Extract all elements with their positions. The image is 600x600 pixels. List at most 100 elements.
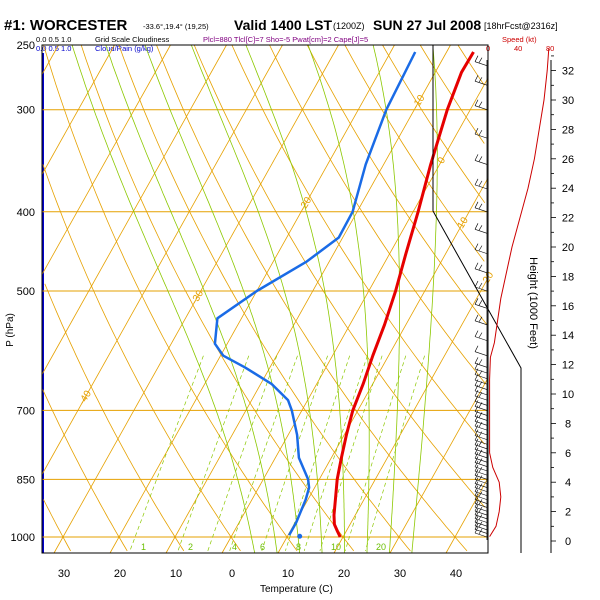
sounding-params: Plcl=880 Tlcl[C]=7 Sho=-5 Pwat[cm]=2 Cap… (203, 35, 368, 44)
mixing-ratio-label: 4 (232, 542, 237, 552)
wind-barb (474, 477, 488, 488)
dry-adiabat--20 (42, 389, 128, 552)
wind-barb (474, 345, 488, 356)
wind-barb (474, 456, 488, 467)
mixing-ratio-6 (261, 355, 328, 552)
moist-adiabat-26 (307, 44, 370, 553)
mixing-ratio-1 (129, 355, 204, 552)
wind-barb (474, 330, 488, 341)
dewpoint-profile (213, 51, 417, 536)
grid-cloud-label: Grid Scale Cloudiness (95, 35, 169, 44)
height-tick-label: 2 (565, 507, 571, 519)
dry-adiabat-20 (80, 44, 355, 552)
mixing-ratio-label: 2 (188, 542, 193, 552)
surface-dewpoint-marker (297, 533, 303, 539)
dry-adiabat-10 (43, 44, 298, 552)
height-tick-label: 0 (565, 536, 571, 548)
sounding-profiles (213, 51, 475, 539)
speed-label: Speed (kt) (502, 35, 537, 44)
wind-barb (474, 464, 488, 476)
wind-barb (474, 452, 488, 463)
wind-barb (474, 443, 488, 454)
height-tick-label: 28 (562, 124, 574, 136)
wind-barb (474, 469, 488, 480)
dry-adiabat-120 (457, 44, 485, 86)
wind-barb (474, 280, 488, 292)
height-tick-label: 22 (562, 213, 574, 225)
temperature-tick-label: 20 (114, 568, 126, 580)
pressure-tick-label: 700 (17, 405, 35, 417)
height-tick-label: 10 (562, 389, 574, 401)
temperature-tick-label: 30 (394, 568, 406, 580)
wind-barb (474, 127, 488, 139)
speed-tick-40: 40 (514, 44, 522, 53)
dry-adiabat-30 (118, 44, 411, 552)
wind-barb (474, 424, 488, 436)
dry-adiabat-80 (306, 44, 488, 326)
wind-barb (474, 154, 488, 165)
wind-barb (474, 223, 488, 234)
temperature-tick-label: 20 (338, 568, 350, 580)
dry-adiabat-70 (269, 44, 487, 385)
wind-speed-curve (489, 48, 550, 537)
wind-barb (474, 497, 488, 508)
mixing-ratio-label: 8 (296, 542, 301, 552)
pressure-tick-label: 300 (17, 105, 35, 117)
isotherm--40 (41, 44, 283, 475)
temperature-tick-label: 10 (282, 568, 294, 580)
wind-barb (474, 420, 488, 431)
forecast-info: [18hrFcst@2316z] (484, 21, 558, 31)
dry-adiabat-60 (231, 44, 485, 445)
pressure-tick-label: 850 (17, 474, 35, 486)
wind-barb (474, 485, 488, 496)
height-tick-label: 12 (562, 360, 574, 372)
isotherm-label: 0 (436, 155, 449, 166)
valid-time: Valid 1400 LST (234, 17, 332, 33)
wind-barb (474, 489, 488, 500)
wind-barb (474, 481, 488, 492)
mixing-ratio-3 (207, 355, 278, 552)
wind-barb (474, 438, 488, 450)
speed-tick-80: 80 (546, 44, 554, 53)
plot-frame (41, 44, 489, 554)
mixing-ratio-20 (364, 355, 425, 552)
wind-barb (474, 178, 488, 190)
temperature-tick-label: 40 (450, 568, 462, 580)
moist-adiabat-30 (372, 44, 401, 553)
zulu-time: (1200Z) (333, 21, 365, 31)
height-tick-label: 18 (562, 271, 574, 283)
mixing-ratio-16 (344, 355, 407, 552)
height-tick-label: 16 (562, 301, 574, 313)
isotherm--50 (41, 44, 227, 375)
isotherm--80 (41, 44, 59, 75)
wind-barb (474, 384, 488, 396)
wind-barb (474, 501, 488, 512)
dry-adiabat-40 (156, 44, 468, 552)
dry-adiabat-50 (193, 44, 486, 508)
station-coords: -33.6°,19.4° (19,25) (143, 22, 209, 31)
wind-barb (474, 410, 488, 421)
pressure-tick-label: 1000 (11, 532, 35, 544)
mixing-ratio-label: 6 (260, 542, 265, 552)
moist-adiabat-22 (245, 44, 345, 553)
temperature-tick-label: 10 (170, 568, 182, 580)
pressure-tick-label: 500 (17, 286, 35, 298)
station-title: #1: WORCESTER (4, 17, 128, 34)
height-tick-label: 26 (562, 154, 574, 166)
cloud-rain-label: Cloud/Rain (g/kg) (95, 44, 154, 53)
wind-panel-boundary (432, 45, 522, 553)
height-tick-label: 8 (565, 418, 571, 430)
mixing-ratio-12 (319, 355, 383, 552)
wind-barb (474, 55, 488, 66)
mixing-ratio-10 (303, 355, 368, 552)
pressure-tick-label: 250 (17, 40, 35, 52)
wind-barb (474, 243, 488, 254)
isotherm-30 (389, 377, 489, 554)
wind-barb (474, 395, 488, 406)
height-axis-title: Height (1000 Feet) (527, 257, 539, 349)
moist-adiabat-6 (71, 44, 255, 553)
wind-barb (474, 357, 488, 368)
